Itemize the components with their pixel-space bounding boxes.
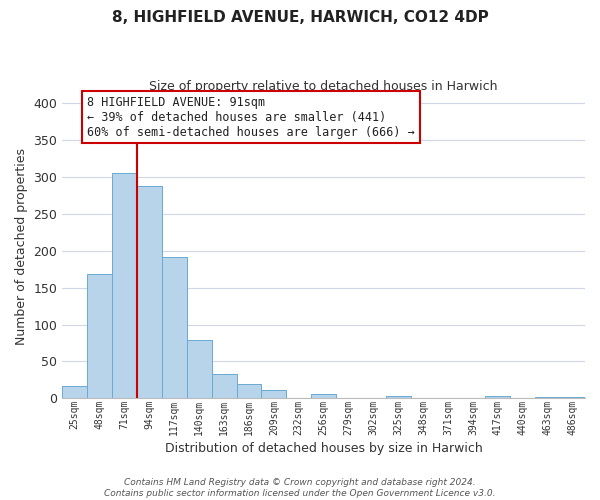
Bar: [112, 173, 137, 398]
Bar: [262, 390, 286, 398]
Bar: [485, 396, 511, 398]
Bar: [87, 274, 112, 398]
Bar: [212, 374, 236, 398]
Bar: [311, 394, 336, 398]
Bar: [386, 396, 411, 398]
Bar: [187, 340, 212, 398]
Bar: [162, 258, 187, 398]
Title: Size of property relative to detached houses in Harwich: Size of property relative to detached ho…: [149, 80, 498, 93]
Bar: [137, 186, 162, 398]
Bar: [535, 397, 560, 398]
X-axis label: Distribution of detached houses by size in Harwich: Distribution of detached houses by size …: [165, 442, 482, 455]
Text: Contains HM Land Registry data © Crown copyright and database right 2024.
Contai: Contains HM Land Registry data © Crown c…: [104, 478, 496, 498]
Bar: [236, 384, 262, 398]
Text: 8 HIGHFIELD AVENUE: 91sqm
← 39% of detached houses are smaller (441)
60% of semi: 8 HIGHFIELD AVENUE: 91sqm ← 39% of detac…: [87, 96, 415, 138]
Y-axis label: Number of detached properties: Number of detached properties: [15, 148, 28, 346]
Bar: [62, 386, 87, 398]
Text: 8, HIGHFIELD AVENUE, HARWICH, CO12 4DP: 8, HIGHFIELD AVENUE, HARWICH, CO12 4DP: [112, 10, 488, 25]
Bar: [560, 397, 585, 398]
